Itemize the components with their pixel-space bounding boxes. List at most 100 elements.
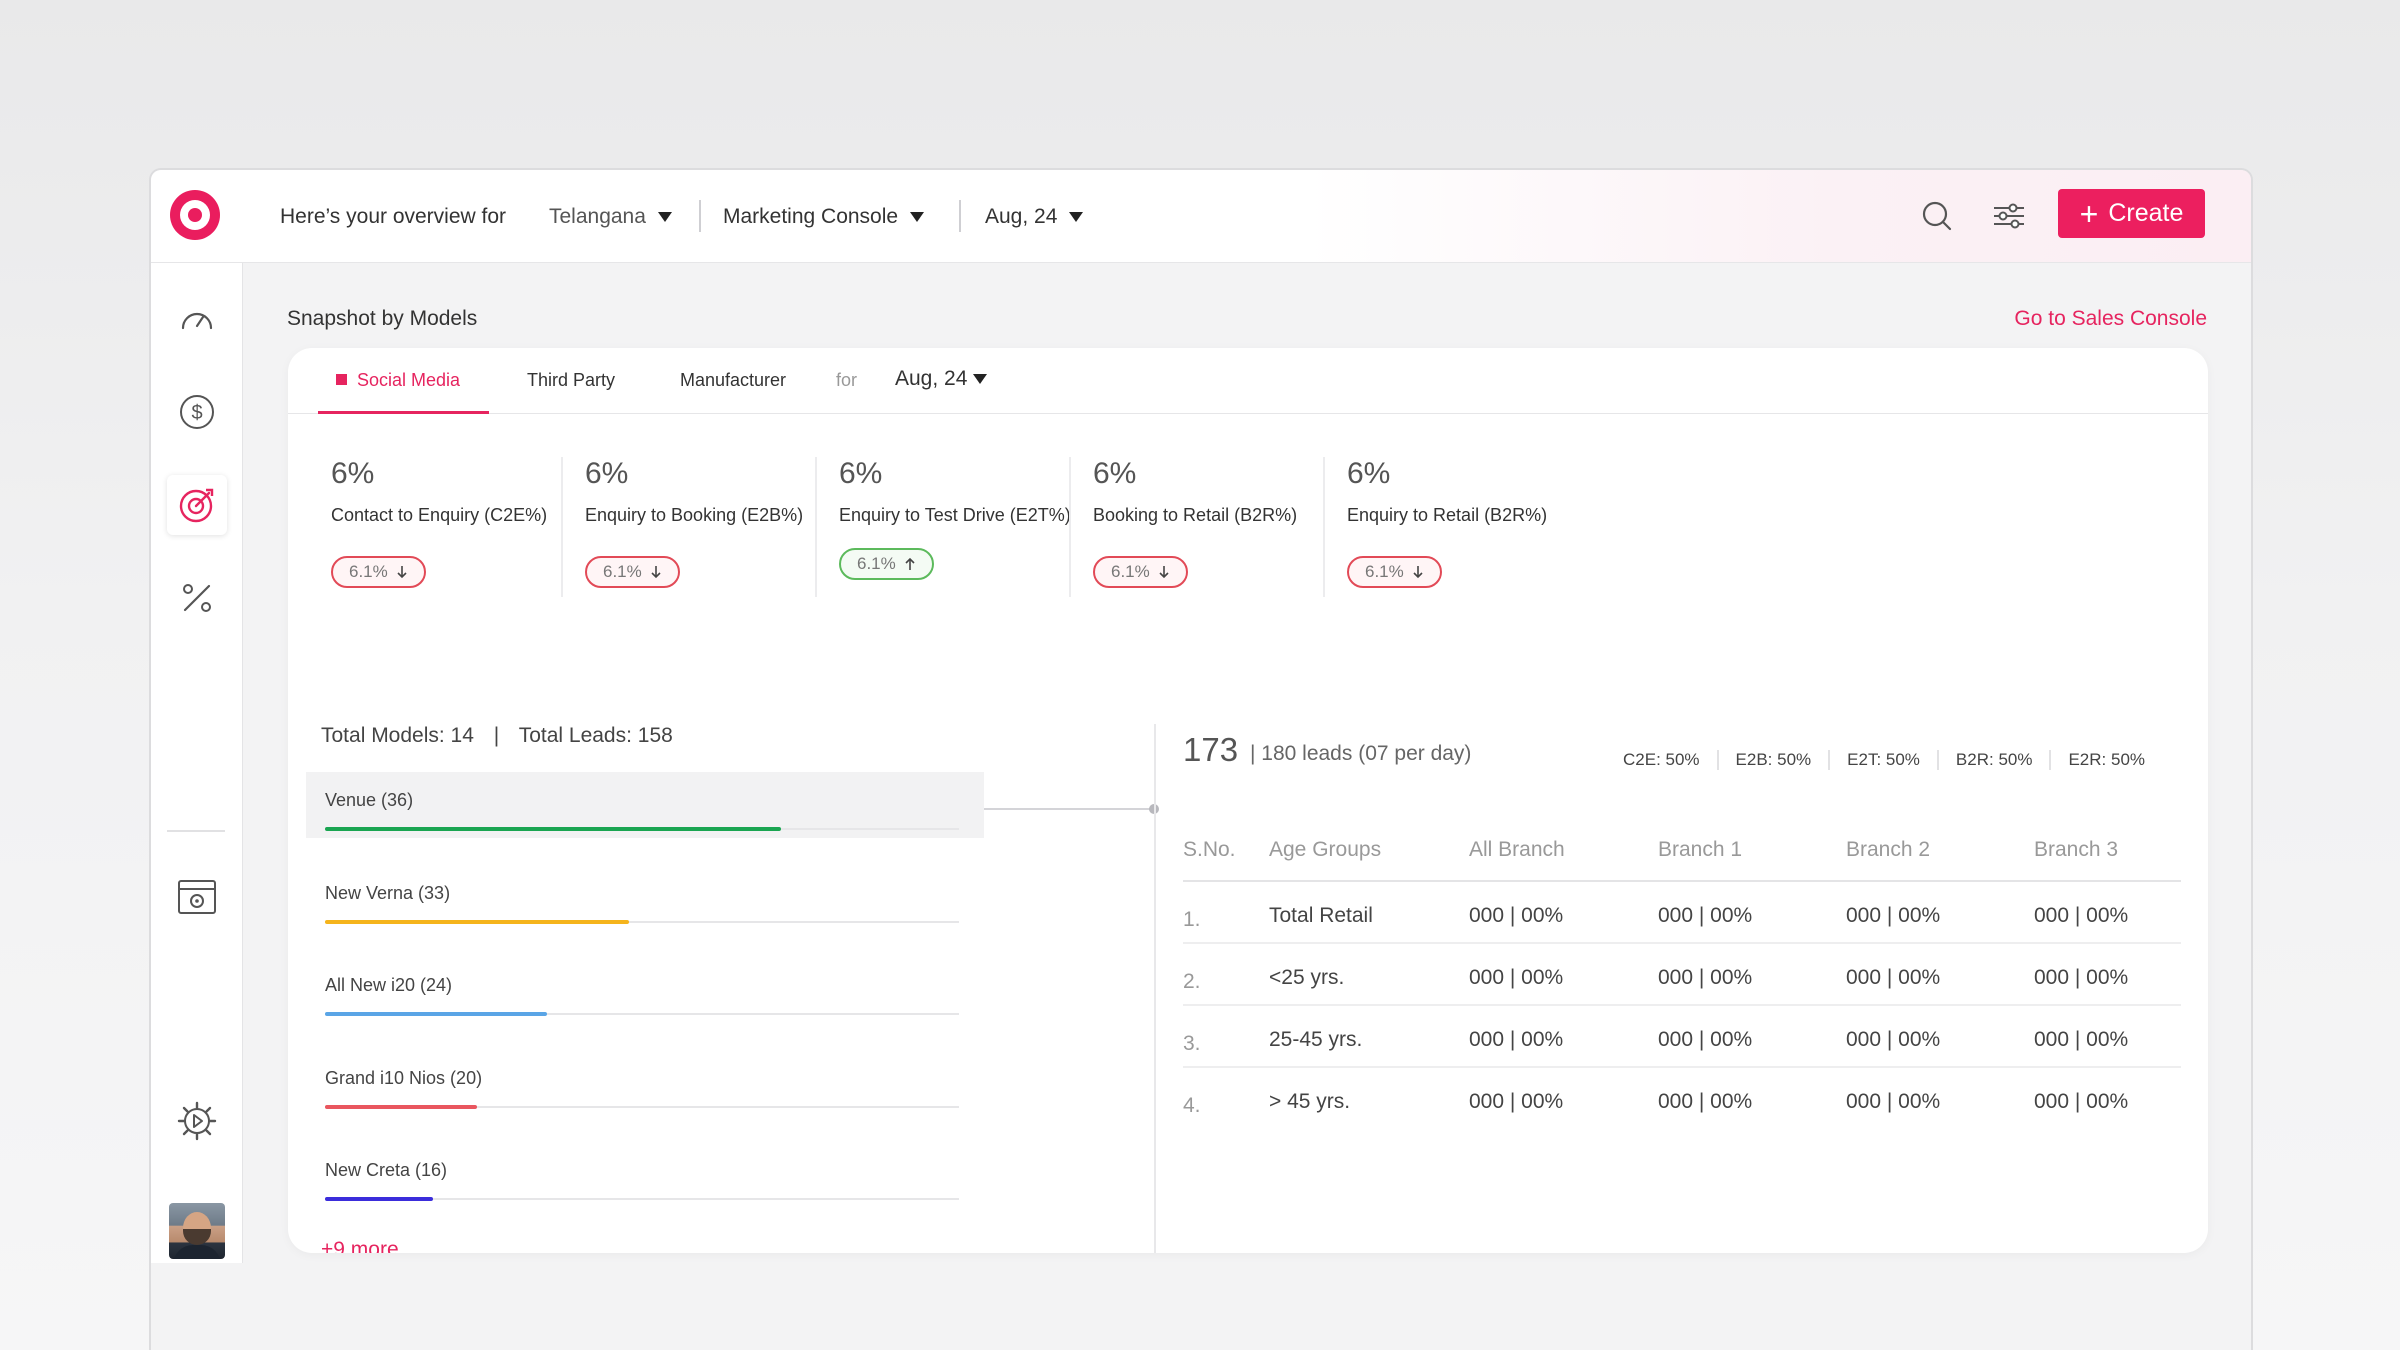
table-header: S.No. Age Groups All Branch Branch 1 Branch … — [1183, 838, 2181, 882]
ratio-item: B2R: 50% — [1936, 750, 2050, 770]
chevron-down-icon — [973, 374, 988, 384]
kpi-label: Contact to Enquiry (C2E%) — [331, 505, 548, 525]
kpi-value: 6% — [1093, 457, 1137, 490]
kpi-delta-badge: 6.1% — [839, 548, 934, 580]
branch-cell: 000 | 00% — [2034, 904, 2129, 927]
chevron-down-icon — [1069, 211, 1084, 222]
model-label[interactable]: Grand i10 Nios (20) — [325, 1068, 483, 1088]
branch-cell: 000 | 00% — [2034, 1028, 2129, 1051]
go-to-sales-console-link[interactable]: Go to Sales Console — [2014, 307, 2207, 330]
branch-cell: 000 | 00% — [1658, 966, 1753, 989]
model-bar-track — [325, 1012, 959, 1016]
create-label: Create — [2108, 199, 2184, 227]
total-models: Total Models: 14 — [321, 724, 474, 747]
row-number: 1. — [1183, 908, 1201, 931]
dollar-icon[interactable]: $ — [167, 382, 227, 442]
arrow-down-icon — [650, 565, 662, 579]
column-header: Age Groups — [1269, 838, 1382, 861]
column-header: Branch 1 — [1658, 838, 1743, 861]
ratio-item: E2R: 50% — [2049, 750, 2162, 770]
kpi-delta-badge: 6.1% — [585, 556, 680, 588]
kpi-delta-value: 6.1% — [857, 554, 896, 573]
more-models-link[interactable]: +9 more — [321, 1238, 399, 1253]
kpi-delta-badge: 6.1% — [1347, 556, 1442, 588]
settings-gear-icon[interactable] — [167, 1091, 227, 1151]
age-group-cell: > 45 yrs. — [1269, 1090, 1351, 1113]
plus-icon: + — [2079, 195, 2099, 232]
kpi-delta-value: 6.1% — [1111, 562, 1150, 581]
model-bar-track — [325, 920, 959, 924]
tab-social-media[interactable]: Social Media — [336, 370, 460, 391]
overview-text: Here’s your overview for — [280, 204, 507, 228]
model-bar-track — [325, 1105, 959, 1109]
branch-cell: 000 | 00% — [1469, 966, 1564, 989]
kpi-card: 6% Contact to Enquiry (C2E%) 6.1% — [331, 457, 681, 588]
kpi-divider — [815, 457, 817, 597]
kpi-divider — [561, 457, 563, 597]
tab-bar: Social Media Third Party Manufacturer fo… — [288, 348, 2208, 414]
model-label[interactable]: All New i20 (24) — [325, 975, 453, 995]
period-value: Aug, 24 — [985, 204, 1058, 228]
age-group-table: S.No. Age Groups All Branch Branch 1 Branch … — [1183, 838, 2181, 1130]
chevron-down-icon — [910, 211, 925, 222]
tab-label: Manufacturer — [680, 370, 787, 390]
tab-third-party[interactable]: Third Party — [527, 370, 615, 391]
target-icon[interactable] — [167, 475, 227, 535]
avatar[interactable] — [169, 1203, 225, 1259]
kpi-card: 6% Booking to Retail (B2R%) 6.1% — [1093, 457, 1443, 588]
row-number: 2. — [1183, 970, 1201, 993]
calendar-icon[interactable] — [167, 867, 227, 927]
tab-period-select[interactable]: Aug, 24 — [895, 367, 988, 391]
app-logo[interactable] — [170, 190, 220, 240]
kpi-divider — [1069, 457, 1071, 597]
arrow-down-icon — [1158, 565, 1170, 579]
totals-summary: Total Models: 14 | Total Leads: 158 — [321, 724, 673, 748]
tab-manufacturer[interactable]: Manufacturer — [680, 370, 786, 391]
panel-divider — [1154, 724, 1156, 1253]
age-group-cell: 25-45 yrs. — [1269, 1028, 1363, 1051]
age-group-cell: Total Retail — [1269, 904, 1373, 927]
kpi-label: Enquiry to Retail (B2R%) — [1347, 505, 1548, 525]
table-row: 2. <25 yrs. 000 | 00% 000 | 00% 000 | 00% 000… — [1183, 944, 2181, 1006]
region-select[interactable]: Telangana — [549, 170, 672, 263]
branch-cell: 000 | 00% — [1469, 1090, 1564, 1113]
branch-cell: 000 | 00% — [2034, 1090, 2129, 1113]
filter-sliders-icon[interactable] — [1991, 198, 2027, 234]
search-icon[interactable] — [1919, 198, 1955, 234]
console-value: Marketing Console — [723, 204, 899, 228]
dashboard-gauge-icon[interactable] — [167, 290, 227, 350]
kpi-value: 6% — [839, 457, 883, 490]
model-label[interactable]: Venue (36) — [325, 790, 414, 810]
kpi-delta-badge: 6.1% — [1093, 556, 1188, 588]
model-label[interactable]: New Creta (16) — [325, 1160, 448, 1180]
leads-subtext: | 180 leads (07 per day) — [1250, 742, 1472, 765]
ratio-item: C2E: 50% — [1623, 750, 1700, 769]
top-bar: Here’s your overview for Telangana Marke… — [151, 170, 2251, 263]
branch-cell: 000 | 00% — [2034, 966, 2129, 989]
topbar-divider — [959, 200, 961, 232]
column-header: All Branch — [1469, 838, 1565, 861]
branch-cell: 000 | 00% — [1846, 1028, 1941, 1051]
tab-label: Social Media — [357, 370, 461, 390]
branch-cell: 000 | 00% — [1658, 904, 1753, 927]
model-bar-track — [325, 827, 959, 831]
ratio-summary: C2E: 50% E2B: 50% E2T: 50% B2R: 50% E2R: 50% — [1623, 750, 2162, 770]
topbar-divider — [699, 200, 701, 232]
model-bar-track — [325, 1197, 959, 1201]
arrow-down-icon — [1412, 565, 1424, 579]
create-button[interactable]: + Create — [2058, 189, 2205, 238]
row-number: 3. — [1183, 1032, 1201, 1055]
chevron-down-icon — [657, 211, 672, 222]
branch-cell: 000 | 00% — [1469, 904, 1564, 927]
branch-cell: 000 | 00% — [1658, 1028, 1753, 1051]
model-bar-fill — [325, 1197, 433, 1201]
model-bar-fill — [325, 1012, 547, 1016]
percent-icon[interactable] — [167, 568, 227, 628]
tab-active-underline — [318, 411, 489, 414]
console-select[interactable]: Marketing Console — [723, 170, 925, 263]
period-select[interactable]: Aug, 24 — [985, 170, 1084, 263]
column-header: Branch 3 — [2034, 838, 2119, 861]
branch-cell: 000 | 00% — [1469, 1028, 1564, 1051]
overview-label: Here’s your overview for — [280, 170, 506, 263]
model-label[interactable]: New Verna (33) — [325, 883, 451, 903]
